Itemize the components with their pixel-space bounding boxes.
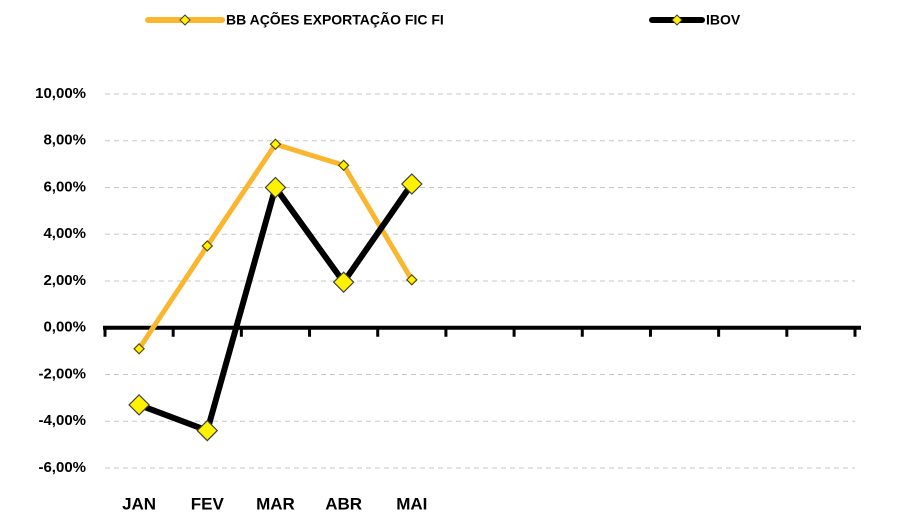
- x-tick-label: MAR: [256, 494, 295, 513]
- y-tick-label: 0,00%: [43, 319, 86, 336]
- y-tick-label: 8,00%: [43, 132, 86, 149]
- marker: [332, 271, 355, 294]
- marker: [269, 138, 282, 151]
- y-tick-label: 10,00%: [35, 85, 86, 102]
- legend-marker: [671, 14, 683, 26]
- marker: [201, 240, 214, 252]
- x-tick-label: ABR: [325, 494, 362, 513]
- marker: [337, 159, 350, 172]
- marker: [133, 342, 145, 355]
- y-tick-label: 6,00%: [43, 178, 86, 195]
- legend-marker: [179, 14, 191, 26]
- marker: [405, 273, 418, 286]
- marker: [264, 176, 287, 199]
- y-tick-label: -4,00%: [38, 412, 86, 429]
- legend-label: BB AÇÕES EXPORTAÇÃO FIC FI: [226, 11, 444, 28]
- y-tick-label: -6,00%: [38, 459, 86, 476]
- marker: [128, 394, 150, 416]
- x-tick-label: FEV: [191, 494, 225, 513]
- legend-label: IBOV: [706, 12, 741, 28]
- marker: [400, 173, 423, 195]
- y-tick-label: -2,00%: [38, 365, 86, 382]
- y-tick-label: 2,00%: [43, 272, 86, 289]
- y-tick-label: 4,00%: [43, 225, 86, 242]
- marker: [196, 419, 219, 442]
- x-tick-label: JAN: [122, 494, 156, 513]
- series-line: [136, 180, 415, 434]
- x-tick-label: MAI: [396, 494, 427, 513]
